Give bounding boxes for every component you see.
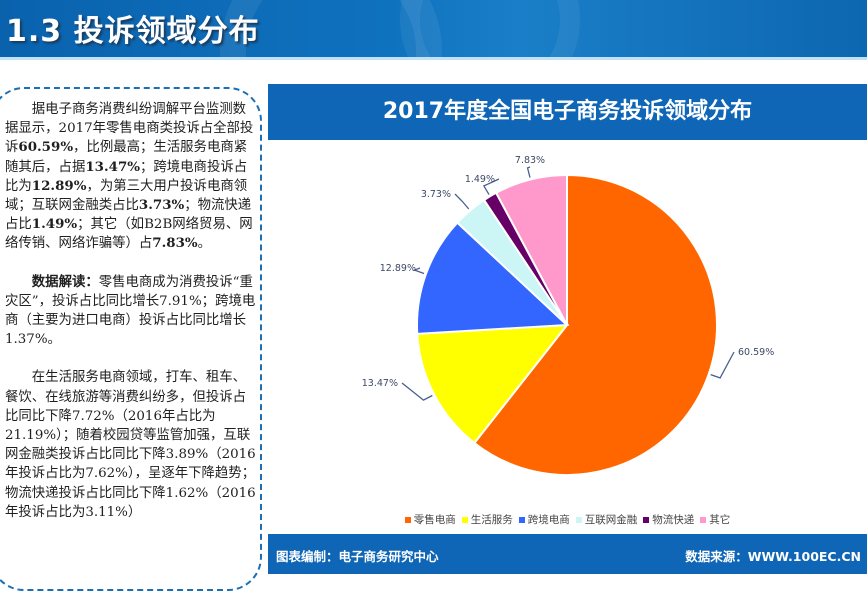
slice-label: 60.59% [738, 347, 774, 358]
highlight-text: 13.47% [85, 158, 140, 175]
pie-slice-跨境电商[interactable] [416, 221, 570, 335]
body-text: 在生活服务电商领域，打车、租车、餐饮、在线旅游等消费纠纷多，但投诉占比同比下降7… [5, 370, 256, 520]
legend-item[interactable]: 物流快递 [643, 512, 694, 527]
chart-footer: 图表编制：电子商务研究中心 数据来源：WWW.100EC.CN [268, 534, 867, 574]
legend-label: 跨境电商 [527, 514, 570, 526]
highlight-text: 60.59% [18, 139, 74, 156]
chart-legend: 零售电商 生活服务 跨境电商 互联网金融 物流快递 其它 [268, 512, 867, 527]
header-divider [0, 57, 867, 60]
body-text: ，比例最高；生活服务电商紧随其后，占据 [5, 140, 248, 175]
highlight-text: 数据解读： [31, 273, 99, 290]
legend-swatch-icon [404, 517, 411, 523]
pie-slice-其它[interactable] [494, 173, 568, 326]
leader-line [482, 178, 500, 195]
header-decoration [400, 0, 580, 57]
text-paragraph: 数据解读：零售电商成为消费投诉“重灾区”，投诉占比同比增长7.91%；跨境电商（… [5, 273, 257, 350]
legend-label: 生活服务 [470, 514, 513, 526]
footer-credit: 图表编制：电子商务研究中心 [276, 549, 439, 564]
footer-source: 数据来源：WWW.100EC.CN [685, 549, 861, 564]
legend-item[interactable]: 其它 [700, 512, 730, 527]
page-title: 1.3 投诉领域分布 [6, 14, 260, 49]
highlight-text: 1.49% [31, 216, 78, 233]
body-text: ；跨境电商投诉占比为 [5, 159, 248, 194]
body-text: ，为第三大用户投诉电商领域；互联网金融类占比 [5, 178, 248, 214]
highlight-text: 12.89% [31, 177, 87, 194]
legend-swatch-icon [461, 517, 468, 523]
legend-label: 其它 [709, 514, 731, 526]
page-header: 1.3 投诉领域分布 [0, 0, 867, 57]
legend-swatch-icon [700, 517, 707, 523]
highlight-text: 7.83% [152, 235, 198, 252]
pie-slice-生活服务[interactable] [416, 323, 570, 445]
leader-line [401, 382, 433, 401]
chart-title-bar: 2017年度全国电子商务投诉领域分布 [268, 84, 867, 140]
legend-label: 互联网金融 [584, 514, 638, 526]
body-text: 据电子商务消费纠纷调解平台监测数据显示，2017年零售电商类投诉占全部投诉 [5, 102, 254, 156]
highlight-text: 3.73% [138, 197, 185, 214]
body-text: ；物流快递占比 [5, 198, 252, 233]
legend-label: 物流快递 [652, 514, 695, 526]
slice-label: 7.83% [515, 155, 545, 166]
text-paragraph: 在生活服务电商领域，打车、租车、餐饮、在线旅游等消费纠纷多，但投诉占比同比下降7… [5, 368, 257, 522]
chart-title: 2017年度全国电子商务投诉领域分布 [382, 99, 753, 124]
description-text: 据电子商务消费纠纷调解平台监测数据显示，2017年零售电商类投诉占全部投诉60.… [5, 100, 257, 541]
legend-swatch-icon [518, 517, 525, 523]
slice-label: 12.89% [380, 263, 416, 274]
legend-item[interactable]: 生活服务 [461, 512, 513, 527]
slice-label: 13.47% [362, 378, 398, 389]
pie-slice-零售电商[interactable] [472, 173, 718, 476]
body-text: 零售电商成为消费投诉“重灾区”，投诉占比同比增长7.91%；跨境电商（主要为进口… [5, 274, 256, 348]
slice-label: 1.49% [465, 174, 495, 185]
slice-label: 3.73% [421, 189, 451, 200]
pie-chart: 60.59% 13.47% 12.89% 3.73% 1.49% 7.83% [362, 155, 774, 476]
legend-item[interactable]: 互联网金融 [575, 512, 638, 527]
legend-swatch-icon [575, 517, 582, 523]
legend-item[interactable]: 跨境电商 [518, 512, 570, 527]
chart-panel: 2017年度全国电子商务投诉领域分布 60.59% 13.47% 12.89% 3.7… [268, 84, 867, 574]
body-text: 。 [197, 236, 212, 252]
leader-line [710, 351, 735, 379]
leader-line [412, 267, 425, 275]
legend-label: 零售电商 [413, 514, 456, 526]
leader-line [526, 166, 531, 178]
text-paragraph: 据电子商务消费纠纷调解平台监测数据显示，2017年零售电商类投诉占全部投诉60.… [5, 100, 257, 254]
legend-swatch-icon [643, 517, 650, 523]
leader-line [454, 193, 470, 210]
legend-item[interactable]: 零售电商 [404, 512, 456, 527]
body-text: ；其它（如B2B网络贸易、网络传销、网络诈骗等）占 [5, 217, 253, 252]
